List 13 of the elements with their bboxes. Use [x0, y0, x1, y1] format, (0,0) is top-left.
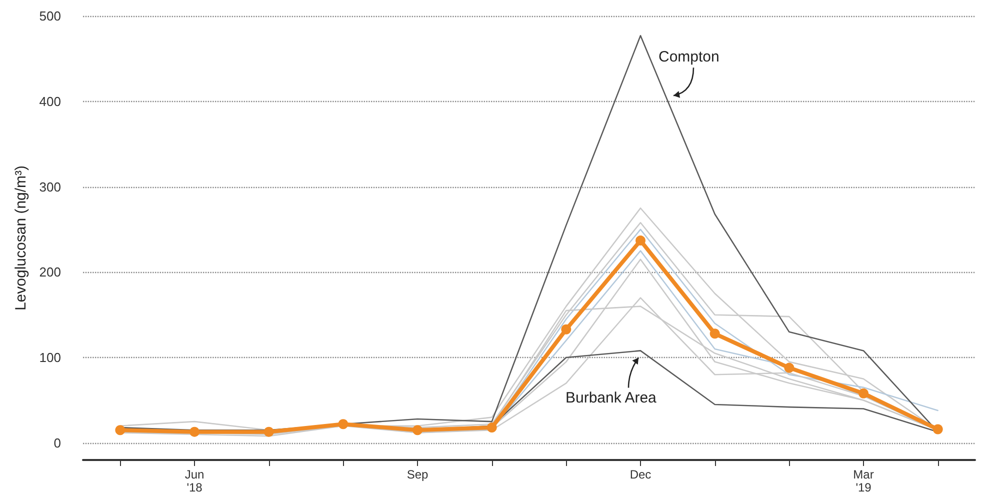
y-tick-label: 300: [39, 179, 61, 194]
y-tick-label: 0: [54, 435, 61, 450]
x-tick-label: Sep: [406, 468, 428, 482]
y-tick-label: 500: [39, 8, 61, 24]
y-tick-label: 400: [39, 94, 61, 109]
x-tick-label: Mar '19: [853, 468, 874, 494]
y-tick-label: 100: [39, 350, 61, 366]
y-axis-title: Levoglucosan (ng/m³): [12, 165, 30, 311]
annotation: Burbank Area: [566, 390, 658, 407]
x-tick-label: Dec: [630, 468, 652, 482]
annotation: Compton: [658, 48, 720, 66]
y-tick-label: 200: [39, 264, 61, 280]
x-tick-label: Jun '18: [184, 468, 204, 494]
